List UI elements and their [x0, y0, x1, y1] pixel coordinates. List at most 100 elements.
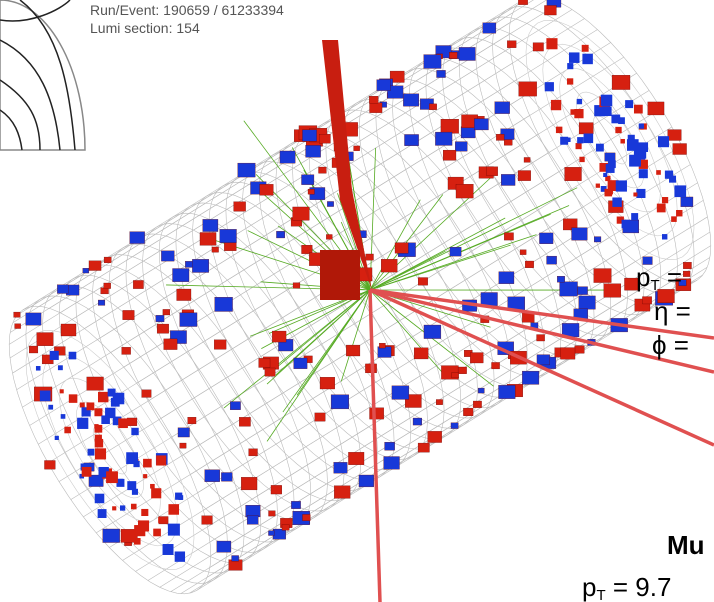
energy-deposit — [504, 138, 513, 146]
energy-deposit — [302, 129, 317, 142]
endcap-deposit — [112, 416, 122, 426]
endcap-deposit — [566, 137, 571, 142]
endcap-deposit — [133, 538, 141, 545]
endcap-deposit — [35, 366, 41, 371]
energy-deposit — [129, 231, 145, 244]
endcap-deposit — [560, 136, 569, 145]
energy-deposit — [365, 253, 374, 261]
endcap-deposit — [167, 523, 180, 536]
track — [369, 187, 578, 291]
energy-deposit — [405, 394, 422, 408]
endcap-deposit — [638, 123, 644, 129]
energy-deposit — [314, 412, 326, 422]
energy-deposit — [387, 85, 404, 99]
energy-deposit — [199, 232, 217, 246]
endcap-deposit — [143, 474, 148, 479]
energy-deposit — [404, 134, 419, 146]
energy-deposit — [470, 352, 484, 364]
energy-deposit — [259, 184, 274, 196]
energy-deposit — [177, 427, 190, 438]
energy-deposit — [292, 206, 310, 221]
energy-deposit — [394, 242, 409, 254]
endcap-deposit — [68, 394, 78, 403]
endcap-deposit — [131, 488, 138, 495]
muon-track — [369, 288, 714, 374]
grid-ring — [258, 150, 462, 440]
energy-deposit — [680, 196, 694, 207]
energy-deposit — [346, 344, 361, 357]
endcap-deposit — [633, 192, 638, 197]
endcap-deposit — [625, 100, 634, 109]
energy-deposit — [202, 219, 219, 232]
energy-deposit — [563, 218, 578, 231]
energy-deposit — [88, 474, 104, 487]
pt-subscript: T — [596, 587, 606, 602]
energy-deposit — [624, 277, 640, 291]
energy-deposit — [29, 345, 39, 354]
energy-deposit — [449, 246, 462, 257]
endcap-deposit — [86, 402, 95, 411]
endcap-deposit — [612, 197, 622, 207]
grid-ring — [8, 305, 212, 595]
pt-subscript: T — [650, 277, 660, 294]
endcap-deposit — [118, 418, 128, 429]
energy-deposit — [571, 227, 588, 241]
eta-label: η = — [654, 296, 691, 326]
energy-deposit — [126, 417, 138, 426]
logo — [0, 0, 86, 151]
energy-deposit — [377, 346, 392, 358]
energy-deposit — [246, 515, 259, 525]
track — [340, 289, 371, 382]
endcap-deposit — [638, 150, 647, 159]
endcap-deposit — [676, 209, 683, 217]
pt-text: = — [659, 262, 683, 292]
energy-deposit — [518, 81, 537, 97]
energy-deposit — [423, 54, 442, 69]
energy-deposit — [496, 134, 505, 141]
energy-deposit — [376, 79, 391, 91]
energy-deposit — [391, 385, 410, 400]
energy-deposit — [536, 354, 550, 366]
energy-deposit — [477, 387, 485, 394]
endcap-deposit — [546, 38, 558, 50]
energy-deposit — [603, 283, 621, 298]
endcap-deposit — [567, 63, 574, 70]
endcap-deposit — [550, 99, 562, 111]
energy-deposit — [522, 370, 540, 385]
energy-deposit — [319, 377, 335, 390]
energy-deposit — [667, 129, 682, 141]
endcap-deposit — [611, 114, 621, 124]
energy-deposit — [281, 524, 290, 531]
energy-deposit — [122, 310, 135, 320]
endcap-deposit — [657, 136, 670, 148]
energy-deposit — [369, 407, 384, 420]
energy-deposit — [672, 143, 687, 155]
endcap-deposit — [127, 481, 137, 491]
endcap-deposit — [656, 170, 661, 175]
endcap-deposit — [130, 503, 137, 510]
muon-track — [369, 288, 714, 447]
pt-label: pT = — [636, 262, 682, 294]
energy-deposit — [214, 339, 227, 350]
endcap-deposit — [107, 388, 116, 397]
track — [296, 289, 371, 396]
energy-deposit — [14, 323, 21, 329]
energy-deposit — [25, 312, 42, 326]
energy-deposit — [504, 232, 514, 241]
endcap-deposit — [60, 414, 66, 419]
energy-deposit — [417, 277, 428, 286]
endcap-deposit — [138, 520, 150, 532]
energy-deposit — [268, 530, 275, 536]
endcap-deposit — [607, 160, 616, 169]
endcap-deposit — [97, 391, 109, 403]
energy-deposit — [642, 256, 653, 265]
energy-deposit — [450, 422, 459, 429]
energy-deposit — [429, 103, 437, 110]
grid-ring — [108, 243, 312, 533]
endcap-deposit — [621, 219, 631, 229]
endcap-deposit — [94, 424, 99, 429]
energy-deposit — [44, 460, 56, 470]
energy-deposit — [102, 528, 120, 543]
endcap-deposit — [555, 126, 563, 134]
energy-deposit — [272, 330, 287, 343]
